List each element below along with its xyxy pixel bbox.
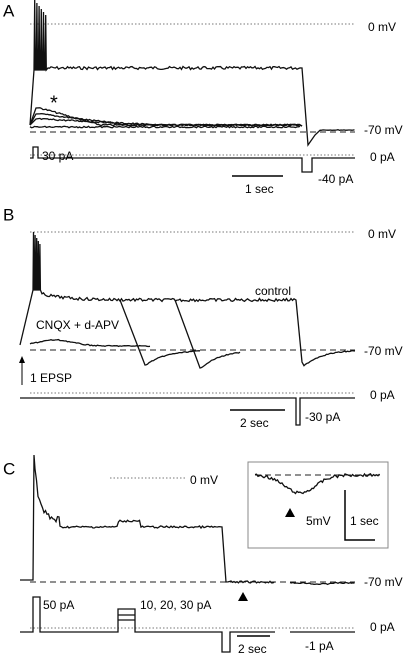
voltage-label: 0 mV <box>368 20 396 34</box>
current-label: -30 pA <box>305 410 340 424</box>
voltage-trace <box>29 117 303 127</box>
current-trace <box>20 397 355 426</box>
scale-label: 2 sec <box>240 416 269 430</box>
voltage-label: 0 mV <box>368 227 396 241</box>
scale-label: 1 sec <box>245 182 274 196</box>
current-label: -40 pA <box>318 172 353 186</box>
voltage-trace <box>20 454 275 584</box>
annotation: 1 EPSP <box>30 371 72 385</box>
voltage-trace <box>119 299 200 366</box>
panel-label: A <box>3 1 15 20</box>
stimulus-marker <box>238 592 248 601</box>
current-trace <box>30 146 355 173</box>
current-label: 0 pA <box>370 388 395 402</box>
voltage-label: 0 mV <box>190 473 218 487</box>
scale-label: 1 sec <box>350 514 379 528</box>
traces <box>19 0 389 653</box>
voltage-trace <box>254 472 380 495</box>
voltage-trace <box>29 0 355 147</box>
voltage-label: -70 mV <box>364 344 403 358</box>
current-label: -1 pA <box>305 639 334 653</box>
scale-label: 2 sec <box>238 642 267 656</box>
inset-box <box>247 461 389 549</box>
arrow-head <box>19 356 25 363</box>
current-label: 10, 20, 30 pA <box>140 598 211 612</box>
voltage-trace <box>19 231 356 367</box>
voltage-trace <box>289 581 355 586</box>
scale-label: 5mV <box>306 514 331 528</box>
current-label: 0 pA <box>370 620 395 634</box>
voltage-trace <box>29 107 303 127</box>
annotation: * <box>50 92 58 114</box>
voltage-trace <box>29 338 151 348</box>
inset-scale-bar <box>344 490 375 541</box>
current-label: 0 pA <box>370 150 395 164</box>
voltage-label: -70 mV <box>364 575 403 589</box>
voltage-trace <box>174 299 241 369</box>
current-trace <box>20 596 275 653</box>
panel-label: C <box>3 459 15 478</box>
current-label: 50 pA <box>43 598 74 612</box>
stimulus-marker <box>285 508 295 517</box>
panel-label: B <box>3 205 14 224</box>
voltage-trace <box>29 125 301 129</box>
annotation: CNQX + d-APV <box>36 318 119 332</box>
voltage-label: -70 mV <box>364 123 403 137</box>
annotation: control <box>255 284 291 298</box>
current-label: 30 pA <box>42 149 73 163</box>
